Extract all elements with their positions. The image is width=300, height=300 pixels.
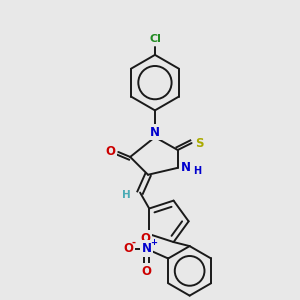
Text: O: O: [141, 265, 152, 278]
Text: O: O: [105, 146, 116, 158]
Text: H: H: [194, 166, 202, 176]
Text: N: N: [141, 242, 152, 255]
Text: H: H: [122, 190, 130, 200]
Text: +: +: [150, 238, 157, 247]
Text: N: N: [150, 126, 160, 139]
Text: O: O: [140, 232, 150, 244]
Text: -: -: [131, 238, 136, 248]
Text: N: N: [181, 161, 191, 174]
Text: Cl: Cl: [149, 34, 161, 44]
Text: S: S: [195, 136, 204, 150]
Text: O: O: [124, 242, 134, 255]
